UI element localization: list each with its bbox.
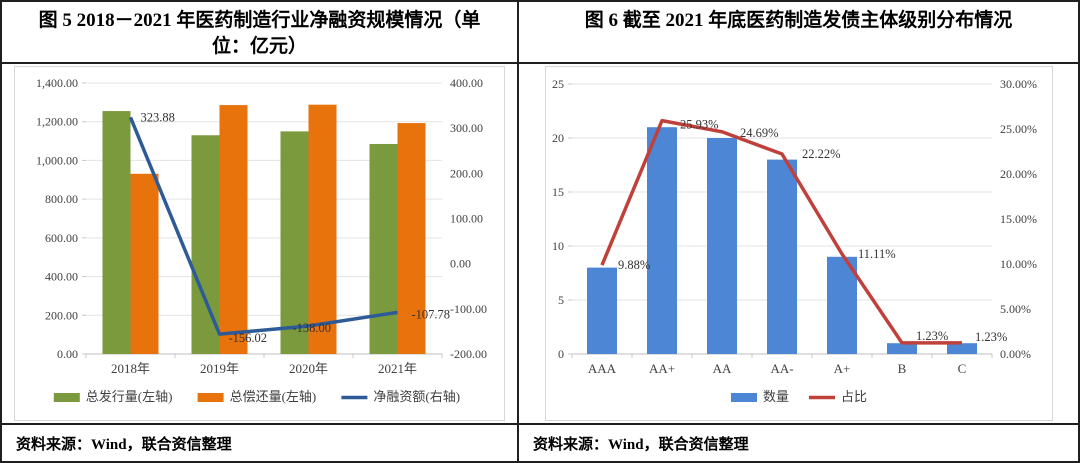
figure6-title: 图 6 截至 2021 年底医药制造发债主体级别分布情况	[519, 2, 1078, 64]
legend-label: 占比	[841, 389, 867, 404]
bar-B	[886, 343, 917, 354]
right-axis-tick-label: 5.00%	[1000, 302, 1031, 316]
bar-AA	[706, 138, 737, 354]
figure6-source: 资料来源：Wind，联合资信整理	[519, 423, 1078, 461]
left-axis-tick-label: 800.00	[45, 192, 78, 206]
right-axis-tick-label: -200.00	[450, 347, 487, 361]
figure5-title: 图 5 2018－2021 年医药制造行业净融资规模情况（单位：亿元）	[2, 2, 517, 64]
x-axis-category-label: AAA	[587, 361, 616, 376]
data-label: -138.00	[293, 321, 332, 335]
left-axis-tick-label: 10	[552, 239, 564, 253]
bar-2019年	[191, 135, 220, 354]
line-series	[128, 116, 398, 336]
left-axis-tick-label: 1,200.00	[36, 115, 78, 129]
left-axis-tick-label: 15	[552, 185, 564, 199]
bar-AA+	[646, 127, 677, 354]
x-axis-category-label: 2020年	[289, 361, 328, 376]
legend-label: 净融资额(右轴)	[373, 389, 460, 404]
right-axis-tick-label: 300.00	[450, 121, 483, 135]
left-axis-tick-label: 200.00	[45, 308, 78, 322]
data-label: 25.93%	[680, 118, 719, 132]
legend-label: 数量	[763, 389, 789, 404]
right-axis-tick-label: 0.00	[450, 257, 471, 271]
bar-AAA	[586, 267, 617, 354]
right-axis-tick-label: -100.00	[450, 302, 487, 316]
bar-2021年	[397, 123, 426, 354]
right-axis-tick-label: 400.00	[450, 76, 483, 90]
legend-marker-bar	[197, 393, 224, 402]
x-axis-category-label: 2018年	[111, 361, 150, 376]
x-axis-category-label: 2019年	[200, 361, 239, 376]
right-axis-tick-label: 30.00%	[1000, 77, 1037, 91]
right-axis-tick-label: 20.00%	[1000, 167, 1037, 181]
left-axis-tick-label: 0	[558, 347, 564, 361]
data-label: 9.88%	[618, 258, 650, 272]
left-axis-tick-label: 1,400.00	[36, 76, 78, 90]
figure6-chart-area: 0 5 10 15 20 25 0.00% 5.00% 10.00% 15.00% 20.00% 25…	[519, 64, 1078, 423]
left-axis-tick-label: 25	[552, 77, 564, 91]
bar-2019年	[219, 105, 248, 354]
legend-marker-bar	[53, 393, 80, 402]
left-axis-tick-label: 400.00	[45, 270, 78, 284]
bar-C	[946, 343, 977, 354]
figure6-cell: 图 6 截至 2021 年底医药制造发债主体级别分布情况 0 5 10 15 20 25 0…	[519, 2, 1078, 461]
figure5-cell: 图 5 2018－2021 年医药制造行业净融资规模情况（单位：亿元） 0.00…	[2, 2, 519, 461]
legend-label: 总发行量(左轴)	[86, 389, 173, 404]
legend-label: 总偿还量(左轴)	[230, 389, 317, 404]
net-financing-chart: 0.00 200.00 400.00 600.00 800.00 1,000.00 1,20…	[36, 76, 487, 404]
right-axis-tick-label: 200.00	[450, 166, 483, 180]
figure5-source: 资料来源：Wind，联合资信整理	[2, 423, 517, 461]
bar-2020年	[308, 104, 337, 355]
figure6-chart-frame: 0 5 10 15 20 25 0.00% 5.00% 10.00% 15.00% 20.00% 25…	[544, 66, 1053, 421]
left-axis-tick-label: 1,000.00	[36, 153, 78, 167]
data-label: -107.78	[412, 307, 451, 321]
bar-AA-	[766, 159, 797, 354]
data-label: 1.23%	[975, 330, 1007, 344]
data-label: 1.23%	[916, 329, 948, 343]
x-axis-category-label: AA	[712, 361, 731, 376]
bar-2020年	[280, 131, 309, 354]
data-label: 24.69%	[740, 126, 779, 140]
x-axis-category-label: AA+	[648, 361, 674, 376]
rating-distribution-chart: 0 5 10 15 20 25 0.00% 5.00% 10.00% 15.00% 20.00% 25…	[552, 77, 1037, 404]
bar-A+	[826, 256, 857, 354]
data-label: 11.11%	[858, 247, 896, 261]
left-axis-tick-label: 20	[552, 131, 564, 145]
bar-2018年	[102, 111, 131, 354]
figure5-chart-frame: 0.00 200.00 400.00 600.00 800.00 1,000.00 1,20…	[14, 66, 505, 421]
right-axis-tick-label: 25.00%	[1000, 122, 1037, 136]
x-axis-category-label: C	[957, 361, 966, 376]
data-label: 323.88	[141, 110, 175, 124]
right-axis-tick-label: 10.00%	[1000, 257, 1037, 271]
right-axis-tick-label: 15.00%	[1000, 212, 1037, 226]
left-axis-tick-label: 0.00	[57, 347, 78, 361]
figure5-chart-area: 0.00 200.00 400.00 600.00 800.00 1,000.00 1,20…	[2, 64, 517, 423]
x-axis-category-label: A+	[833, 361, 850, 376]
x-axis-category-label: 2021年	[378, 361, 417, 376]
right-axis-tick-label: 100.00	[450, 212, 483, 226]
data-label: -156.02	[229, 331, 268, 345]
right-axis-tick-label: 0.00%	[1000, 347, 1031, 361]
bar-2021年	[369, 143, 398, 354]
left-axis-tick-label: 5	[558, 293, 564, 307]
x-axis-category-label: B	[897, 361, 906, 376]
x-axis-category-label: AA-	[770, 361, 793, 376]
line-series	[599, 118, 962, 345]
left-axis-tick-label: 600.00	[45, 231, 78, 245]
data-label: 22.22%	[802, 147, 841, 161]
legend-marker-bar	[730, 393, 757, 402]
bar-2018年	[130, 173, 159, 354]
